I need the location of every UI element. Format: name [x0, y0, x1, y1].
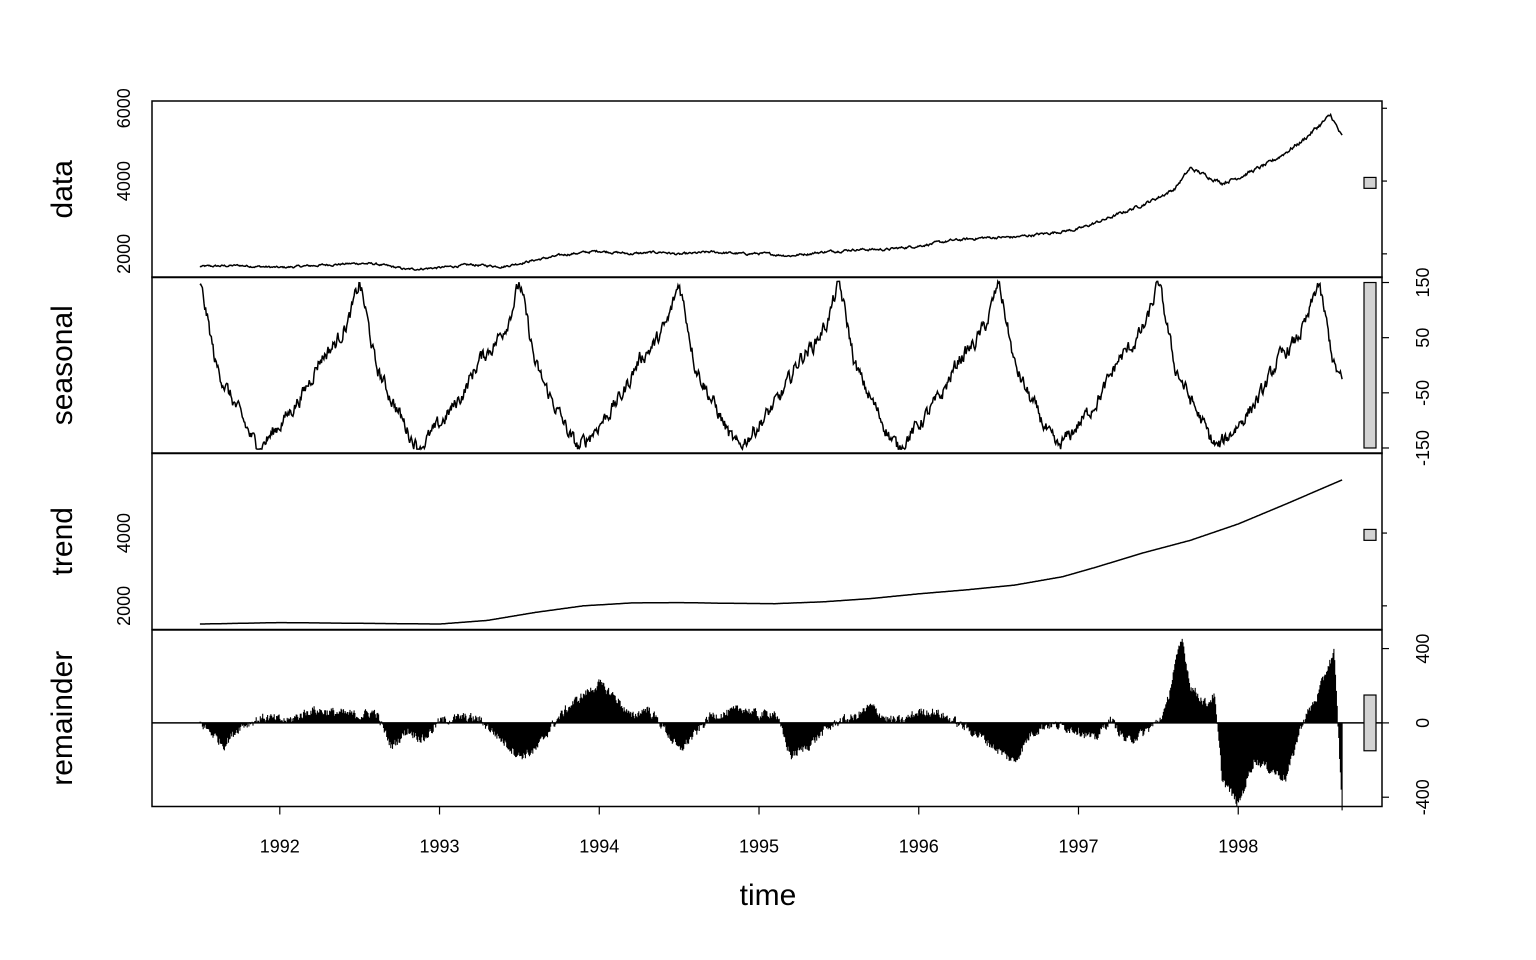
x-tick-label: 1996 [899, 837, 939, 857]
data-line [199, 112, 1343, 271]
x-tick-label: 1997 [1058, 837, 1098, 857]
x-tick-label: 1994 [579, 837, 619, 857]
y-tick-label-seasonal: -50 [1413, 380, 1433, 406]
seasonal-line [199, 279, 1343, 452]
panel-label-remainder: remainder [46, 651, 79, 786]
panel-frame-seasonal [151, 276, 1383, 455]
x-tick-label: 1993 [420, 837, 460, 857]
panel-label-data: data [46, 160, 79, 219]
y-tick-label-trend: 4000 [114, 513, 134, 553]
y-tick-label-remainder: 400 [1413, 634, 1433, 664]
panel-frame-data [151, 100, 1383, 279]
trend-line [199, 479, 1343, 625]
x-axis-label: time [740, 879, 797, 912]
panel-trend: 2000 4000 trend [46, 452, 1387, 631]
y-tick-label-data: 4000 [114, 161, 134, 201]
x-axis: 1992 1993 1994 1995 1996 1997 1998 [260, 806, 1258, 857]
range-bar-trend [1363, 528, 1377, 541]
y-tick-label-seasonal: 150 [1413, 267, 1433, 297]
range-bar-remainder [1363, 694, 1377, 752]
panels-group: 200040006000data-150-5050150seasonal2000… [46, 88, 1433, 815]
y-tick-label-data: 6000 [114, 88, 134, 128]
panel-label-seasonal: seasonal [46, 305, 79, 425]
x-tick-label: 1995 [739, 837, 779, 857]
remainder-bars [199, 638, 1343, 811]
y-tick-label-seasonal: -150 [1413, 430, 1433, 466]
panel-seasonal: -150 -50 50 150 seasonal [46, 267, 1433, 466]
panel-remainder: -400 0 400 remainder [46, 629, 1433, 815]
y-tick-label-trend: 2000 [114, 586, 134, 626]
x-tick-label: 1998 [1218, 837, 1258, 857]
y-tick-label-seasonal: 50 [1413, 328, 1433, 348]
panel-data: 2000 4000 6000 data [46, 88, 1387, 279]
y-tick-label-remainder: 0 [1413, 718, 1433, 728]
range-bar-data [1363, 176, 1377, 189]
panel-frame-remainder [151, 629, 1383, 808]
y-tick-label-remainder: -400 [1413, 779, 1433, 815]
y-tick-label-data: 2000 [114, 234, 134, 274]
x-tick-label: 1992 [260, 837, 300, 857]
panel-label-trend: trend [46, 507, 79, 575]
range-bar-seasonal [1363, 281, 1377, 449]
